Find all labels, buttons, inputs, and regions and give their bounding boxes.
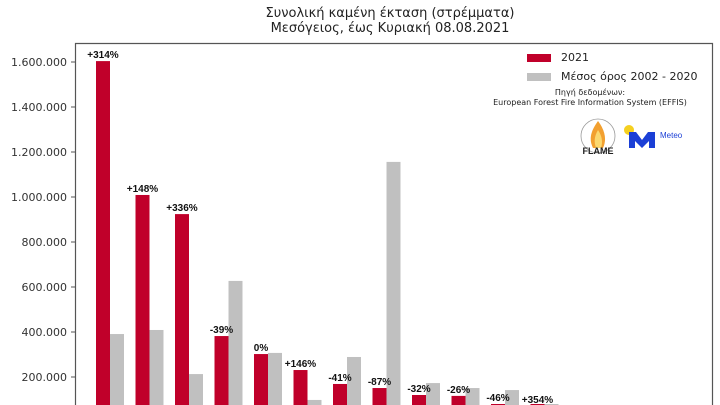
legend-item-2021: 2021 <box>527 48 697 67</box>
bar-2021 <box>333 383 347 405</box>
meteo-logo-text: Meteo <box>660 131 683 140</box>
bar-2021 <box>372 388 387 405</box>
data-labels: +314% +148% +336% -39% 0% +146% -41% -87% -32% -2… <box>87 50 553 405</box>
flame-logo: FLAME <box>580 118 616 156</box>
legend-label: Μέσος όρος 2002 - 2020 <box>561 70 698 83</box>
bar-2021 <box>451 395 466 405</box>
data-label: +336% <box>166 203 198 214</box>
y-tick-label: 600.000 <box>22 281 68 294</box>
data-label: 0% <box>254 343 269 354</box>
bar-average <box>386 161 401 405</box>
source-name: European Forest Fire Information System … <box>493 98 687 107</box>
data-label: +148% <box>127 184 159 195</box>
bar-average <box>426 383 440 405</box>
plot-frame <box>74 42 714 405</box>
y-tick-label: 800.000 <box>22 236 68 249</box>
bar-2021 <box>293 370 308 405</box>
data-label: -87% <box>368 377 391 388</box>
data-label: -46% <box>486 393 509 404</box>
logos: FLAME Meteo <box>576 118 706 162</box>
bar-2021 <box>175 214 189 405</box>
bar-2021 <box>96 61 110 405</box>
data-source: Πηγή δεδομένων: European Forest Fire Inf… <box>470 88 710 108</box>
bar-average <box>505 390 519 405</box>
y-tick-label: 1.200.000 <box>11 146 67 159</box>
bar-average <box>189 374 203 405</box>
bar-2021 <box>254 354 268 405</box>
bar-average <box>347 356 361 405</box>
bar-2021 <box>135 194 150 405</box>
bar-average <box>110 334 124 405</box>
legend: 2021 Μέσος όρος 2002 - 2020 <box>527 48 697 86</box>
bar-average <box>149 329 164 405</box>
legend-swatch <box>527 53 551 62</box>
data-label: -26% <box>447 385 470 396</box>
bar-average <box>307 399 322 405</box>
chart-title: Συνολική καμένη έκταση (στρέμματα) Μεσόγ… <box>60 6 720 36</box>
y-tick-label: 1.400.000 <box>11 101 67 114</box>
y-tick-label: 200.000 <box>22 371 68 384</box>
flame-logo-text: FLAME <box>583 146 614 156</box>
y-tick-label: 1.600.000 <box>11 56 67 69</box>
legend-label: 2021 <box>561 51 589 64</box>
y-tick-label: 1.000.000 <box>11 191 67 204</box>
source-label: Πηγή δεδομένων: <box>554 88 626 97</box>
y-tick-label: 400.000 <box>22 326 68 339</box>
legend-swatch <box>527 72 551 81</box>
data-label: -32% <box>407 384 430 395</box>
bar-2021 <box>412 395 426 405</box>
bar-average <box>465 388 480 405</box>
bar-average <box>268 352 282 405</box>
bars <box>96 61 559 405</box>
legend-item-average: Μέσος όρος 2002 - 2020 <box>527 67 697 86</box>
subtitle: Μεσόγειος, έως Κυριακή 08.08.2021 <box>270 21 510 36</box>
data-label: -39% <box>210 325 233 336</box>
data-label: +314% <box>87 50 119 61</box>
title: Συνολική καμένη έκταση (στρέμματα) <box>265 6 515 21</box>
bar-2021 <box>214 336 229 405</box>
bar-average <box>228 280 243 405</box>
data-label: +354% <box>522 395 554 405</box>
data-label: +146% <box>285 359 317 370</box>
meteo-logo: Meteo <box>624 125 683 148</box>
y-axis: 200.000 400.000 600.000 800.000 1.000.000 1.2… <box>11 56 75 384</box>
logos-graphic: FLAME Meteo <box>580 118 683 156</box>
data-label: -41% <box>328 373 351 384</box>
